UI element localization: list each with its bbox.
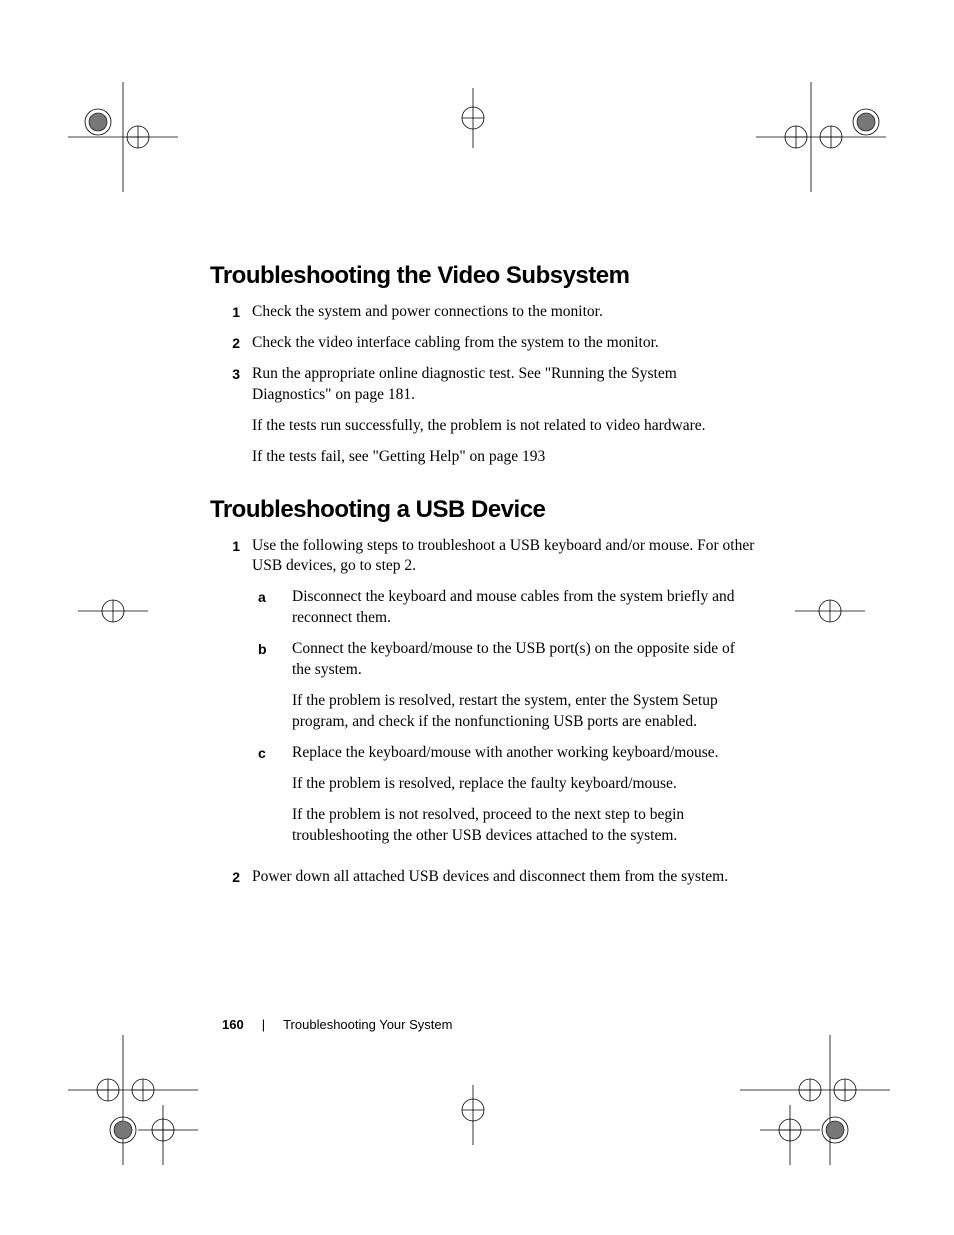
usb-substeps-list: a Disconnect the keyboard and mouse cabl… bbox=[252, 587, 755, 846]
step-paragraph: If the tests fail, see "Getting Help" on… bbox=[252, 447, 755, 468]
step-text: Check the video interface cabling from t… bbox=[252, 333, 755, 354]
video-step-1: 1 Check the system and power connections… bbox=[210, 302, 755, 323]
video-step-2: 2 Check the video interface cabling from… bbox=[210, 333, 755, 354]
substep-letter: a bbox=[252, 587, 292, 607]
usb-step-2: 2 Power down all attached USB devices an… bbox=[210, 867, 755, 888]
usb-substep-b: b Connect the keyboard/mouse to the USB … bbox=[252, 639, 755, 733]
crop-mark-top-left bbox=[68, 82, 178, 192]
heading-video-subsystem: Troubleshooting the Video Subsystem bbox=[210, 262, 755, 290]
substep-text: Replace the keyboard/mouse with another … bbox=[292, 744, 719, 761]
substep-paragraph: If the problem is not resolved, proceed … bbox=[292, 805, 755, 847]
step-text: Check the system and power connections t… bbox=[252, 302, 755, 323]
substep-paragraph: If the problem is resolved, restart the … bbox=[292, 691, 755, 733]
step-number: 2 bbox=[210, 333, 252, 353]
substep-text: Connect the keyboard/mouse to the USB po… bbox=[292, 640, 735, 678]
substep-letter: b bbox=[252, 639, 292, 659]
footer-section-title: Troubleshooting Your System bbox=[283, 1017, 452, 1032]
step-text: Power down all attached USB devices and … bbox=[252, 867, 755, 888]
heading-usb-device: Troubleshooting a USB Device bbox=[210, 496, 755, 524]
substep-letter: c bbox=[252, 743, 292, 763]
step-number: 3 bbox=[210, 364, 252, 384]
substep-text: Disconnect the keyboard and mouse cables… bbox=[292, 587, 755, 629]
step-text: Run the appropriate online diagnostic te… bbox=[252, 365, 677, 403]
page-content: Troubleshooting the Video Subsystem 1 Ch… bbox=[210, 262, 755, 898]
step-paragraph: If the tests run successfully, the probl… bbox=[252, 416, 755, 437]
video-step-3: 3 Run the appropriate online diagnostic … bbox=[210, 364, 755, 468]
step-number: 1 bbox=[210, 302, 252, 322]
usb-substep-c: c Replace the keyboard/mouse with anothe… bbox=[252, 743, 755, 847]
step-number: 2 bbox=[210, 867, 252, 887]
step-body: Run the appropriate online diagnostic te… bbox=[252, 364, 755, 468]
video-steps-list: 1 Check the system and power connections… bbox=[210, 302, 755, 468]
step-body: Use the following steps to troubleshoot … bbox=[252, 536, 755, 857]
usb-step-1: 1 Use the following steps to troubleshoo… bbox=[210, 536, 755, 857]
crop-mark-top-center bbox=[452, 88, 494, 148]
crop-mark-bottom-right bbox=[740, 1035, 890, 1165]
usb-substep-a: a Disconnect the keyboard and mouse cabl… bbox=[252, 587, 755, 629]
crop-mark-top-right bbox=[756, 82, 886, 192]
usb-steps-list: 1 Use the following steps to troubleshoo… bbox=[210, 536, 755, 888]
substep-body: Replace the keyboard/mouse with another … bbox=[292, 743, 755, 847]
page-number: 160 bbox=[222, 1017, 244, 1032]
substep-body: Connect the keyboard/mouse to the USB po… bbox=[292, 639, 755, 733]
crop-mark-mid-left bbox=[78, 590, 148, 632]
page-footer: 160 | Troubleshooting Your System bbox=[222, 1017, 452, 1032]
crop-mark-bottom-center bbox=[452, 1085, 494, 1145]
step-text: Use the following steps to troubleshoot … bbox=[252, 537, 754, 575]
footer-separator: | bbox=[262, 1017, 265, 1032]
crop-mark-mid-right bbox=[795, 590, 865, 632]
step-number: 1 bbox=[210, 536, 252, 556]
crop-mark-bottom-left bbox=[68, 1035, 198, 1165]
substep-paragraph: If the problem is resolved, replace the … bbox=[292, 774, 755, 795]
